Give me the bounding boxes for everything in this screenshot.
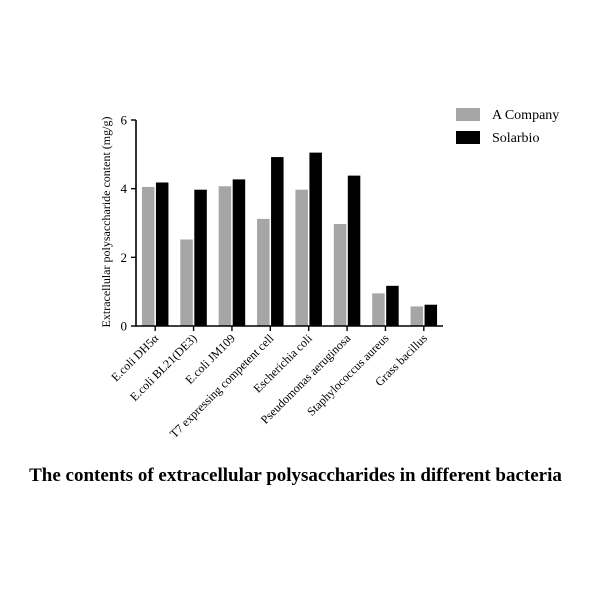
y-ticks-group: 0 2 4 6	[121, 113, 136, 334]
bar-solarbio-4	[309, 152, 322, 326]
bars-group	[141, 152, 438, 326]
bar-solarbio-5	[347, 175, 361, 326]
bar-solarbio-6	[386, 285, 399, 326]
x-tick-label-1: E.coli BL21(DE3)	[127, 331, 200, 404]
bar-a-company-2	[218, 186, 232, 326]
legend-swatch-0	[456, 108, 480, 121]
bar-a-company-4	[295, 189, 308, 326]
bar-a-company-5	[333, 224, 347, 326]
legend-label-1: Solarbio	[492, 131, 539, 146]
y-tick-label-4: 4	[121, 181, 128, 196]
y-axis-label: Extracellular polysaccharide content (mg…	[99, 117, 113, 328]
bar-a-company-0	[141, 186, 155, 326]
bar-solarbio-1	[194, 189, 207, 326]
bar-a-company-7	[410, 306, 424, 326]
bar-solarbio-2	[232, 179, 246, 326]
legend-label-0: A Company	[492, 108, 559, 123]
bar-a-company-6	[372, 293, 385, 326]
chart-caption: The contents of extracellular polysaccha…	[29, 465, 562, 486]
bar-solarbio-0	[155, 182, 169, 326]
y-tick-label-2: 2	[121, 250, 128, 265]
bar-a-company-3	[257, 218, 270, 326]
axes-group	[135, 120, 443, 327]
y-tick-label-6: 6	[121, 113, 128, 128]
legend: A Company Solarbio	[456, 108, 559, 146]
bar-a-company-1	[180, 239, 193, 326]
legend-swatch-1	[456, 131, 480, 144]
bar-solarbio-3	[271, 157, 284, 326]
y-tick-label-0: 0	[121, 319, 128, 334]
bar-solarbio-7	[424, 304, 438, 326]
